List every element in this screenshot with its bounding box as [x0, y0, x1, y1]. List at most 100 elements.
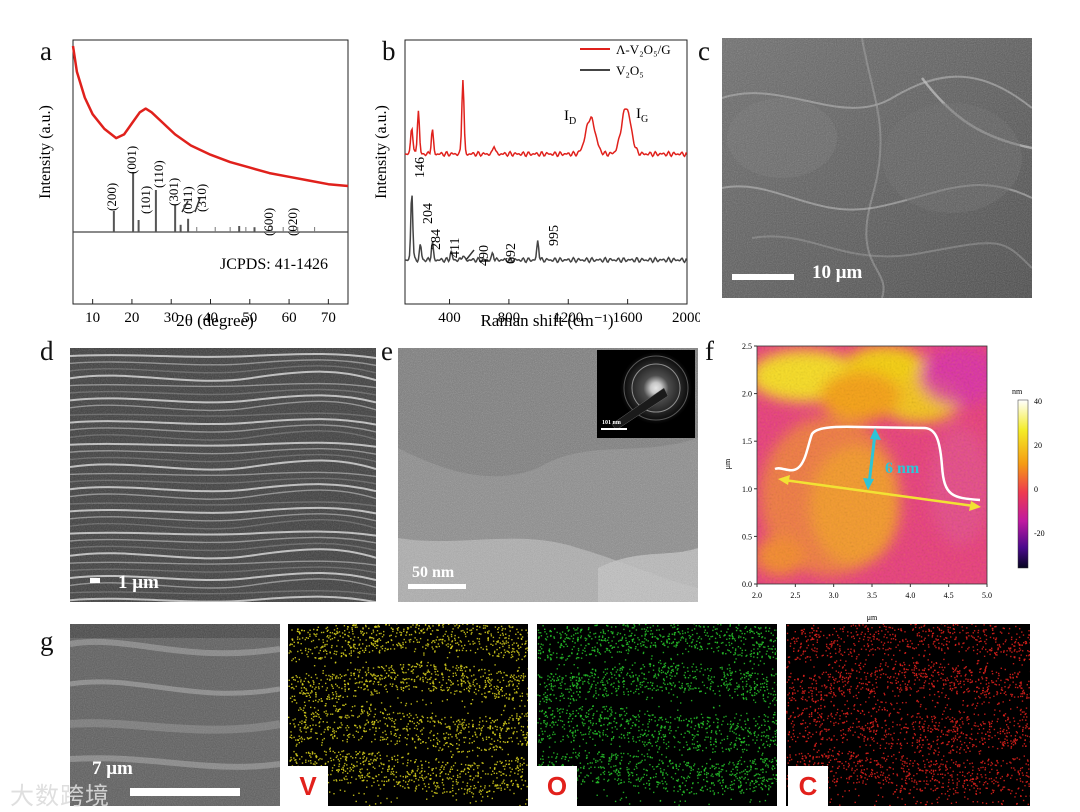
- sem-image-d: 1 μm: [70, 348, 376, 602]
- raman-xtick-label: 400: [438, 310, 461, 326]
- afm-height-arrow: [867, 433, 877, 485]
- xrd-peak-arrow: [194, 197, 201, 213]
- afm-xtick-label: 4.0: [905, 591, 915, 600]
- raman-peak-label: 204: [421, 203, 436, 224]
- inset-scale-label-e: 101 nm: [602, 420, 621, 426]
- afm-xtick-label: 5.0: [982, 591, 992, 600]
- scale-bar-g: [130, 788, 240, 796]
- xrd-peak-label: (020): [285, 208, 300, 236]
- raman-xlabel: Raman shift (cm⁻¹): [480, 311, 613, 330]
- panel-letter-a: a: [40, 36, 52, 66]
- scale-label-g: 7 μm: [92, 758, 133, 779]
- panel-letter-b: b: [382, 36, 396, 66]
- scale-bar-d: [90, 578, 100, 583]
- raman-peak-label: 692: [504, 243, 519, 264]
- raman-peak-arrow: [465, 249, 475, 261]
- panel-letter-c: c: [698, 36, 710, 66]
- raman-xtick-label: 2000: [672, 310, 700, 326]
- afm-xtick-label: 2.5: [790, 591, 800, 600]
- raman-xtick-label: 800: [498, 310, 521, 326]
- xrd-peak-label: (101): [138, 186, 153, 214]
- xrd-peak-label: (200): [104, 183, 119, 211]
- raman-peak-label: 490: [477, 245, 492, 266]
- xrd-peak-label: (301): [166, 178, 181, 206]
- xrd-xtick-label: 50: [242, 310, 257, 326]
- raman-peak-label: 284: [429, 229, 444, 250]
- legend-label-v2o5: V₂O₅: [616, 63, 644, 78]
- xrd-peak-arrow: [181, 200, 189, 213]
- xrd-ylabel: Intensity (a.u.): [37, 105, 54, 199]
- raman-ig-label: IG: [636, 106, 648, 125]
- afm-cbar-tick: 0: [1034, 485, 1038, 494]
- eds-label-o: O: [537, 766, 577, 806]
- afm-ytick-label: 2.0: [742, 390, 752, 399]
- afm-xtick-label: 4.5: [944, 591, 954, 600]
- xrd-xtick-label: 40: [203, 310, 218, 326]
- eds-map-v: V: [288, 624, 528, 806]
- eds-label-c: C: [788, 766, 828, 806]
- afm-ytick-label: 0.5: [742, 532, 752, 541]
- eds-map-c: C: [786, 624, 1030, 806]
- afm-xtick-label: 3.0: [829, 591, 839, 600]
- afm-height-label: 6 nm: [885, 460, 920, 477]
- xrd-peak-label: (110): [151, 160, 166, 188]
- scale-label-d: 1 μm: [118, 572, 159, 593]
- eds-label-v: V: [288, 766, 328, 806]
- panel-letter-e: e: [381, 336, 393, 366]
- afm-colorbar-unit: nm: [1012, 387, 1023, 396]
- raman-ylabel: Intensity (a.u.): [373, 105, 390, 199]
- sem-image-g: 7 μm: [70, 624, 280, 806]
- xrd-xtick-label: 70: [321, 310, 336, 326]
- raman-frame: [404, 39, 688, 305]
- afm-xtick-label: 3.5: [867, 591, 877, 600]
- xrd-xtick-label: 10: [85, 310, 100, 326]
- afm-ytick-label: 1.0: [742, 485, 752, 494]
- afm-cbar-tick: -20: [1034, 529, 1045, 538]
- afm-colorbar: [1017, 399, 1029, 569]
- raman-xtick-label: 1200: [553, 310, 583, 326]
- afm-yunit: μm: [723, 458, 732, 469]
- eds-map-o: O: [537, 624, 777, 806]
- eds-dots: [288, 624, 528, 806]
- xrd-xlabel: 2θ (degree): [176, 311, 254, 330]
- xrd-peak-label: (001): [124, 146, 139, 174]
- xrd-xtick-label: 30: [164, 310, 179, 326]
- raman-series-composite: [404, 79, 688, 158]
- sem-image-c: 10 μm: [722, 38, 1032, 298]
- xrd-peak-label: (600): [261, 208, 276, 236]
- eds-dots: [786, 624, 1030, 806]
- xrd-series-line: [71, 45, 349, 188]
- xrd-xtick-label: 20: [124, 310, 139, 326]
- xrd-peak-label: (011): [180, 186, 195, 214]
- eds-dots: [537, 624, 777, 806]
- scale-label-c: 10 μm: [812, 262, 863, 283]
- raman-series-v2o5: [404, 195, 688, 264]
- xrd-jcpds-label: JCPDS: 41-1426: [220, 256, 328, 273]
- watermark: 大数跨境: [10, 783, 110, 810]
- panel-letter-g: g: [40, 626, 54, 656]
- panel-letter-d: d: [40, 336, 54, 366]
- afm-map: 6 nm 2.0 2.5 3.0 3.5 4.0 4.5 5.0 0.0 0.5 1.0 1.5 2.…: [723, 342, 1045, 622]
- scale-bar-e: [408, 584, 466, 589]
- raman-peak-label: 411: [448, 238, 463, 258]
- raman-id-label: ID: [564, 108, 576, 127]
- afm-height-profile: [774, 425, 981, 502]
- afm-ytick-label: 2.5: [742, 342, 752, 351]
- raman-peak-label: 146: [413, 157, 428, 178]
- saed-inset: [597, 350, 695, 438]
- afm-xunit: μm: [867, 613, 878, 622]
- afm-ytick-label: 1.5: [742, 437, 752, 446]
- panel-letter-f: f: [705, 336, 714, 366]
- xrd-chart: (200)(001)(101)(110)(301) (011) (310)(600)…: [37, 39, 349, 330]
- afm-width-arrow: [783, 478, 975, 508]
- raman-peak-label: 995: [547, 225, 562, 246]
- raman-xtick-label: 1600: [613, 310, 643, 326]
- xrd-xtick-label: 60: [282, 310, 297, 326]
- afm-ytick-label: 0.0: [742, 580, 752, 589]
- legend-label-composite: Λ-V₂O₅/G: [616, 42, 671, 57]
- afm-cbar-tick: 20: [1034, 441, 1042, 450]
- afm-xtick-label: 2.0: [752, 591, 762, 600]
- tem-image-e: 101 nm 50 nm: [398, 348, 698, 602]
- scale-bar-c: [732, 274, 794, 280]
